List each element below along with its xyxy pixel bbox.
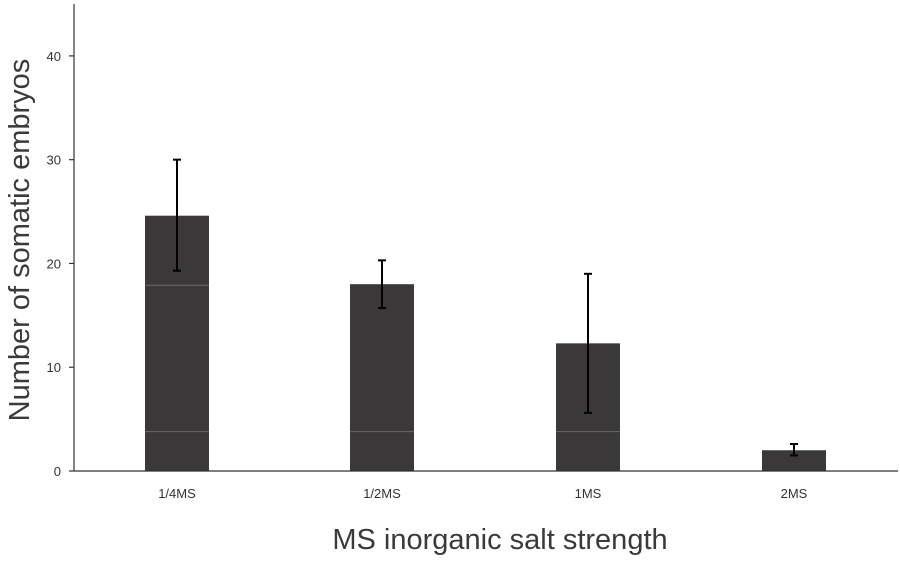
- y-tick-label: 10: [47, 360, 61, 375]
- y-axis-title: Number of somatic embryos: [4, 59, 36, 422]
- x-axis-ticks: 1/4MS 1/2MS 1MS 2MS: [158, 486, 807, 501]
- bar: [762, 450, 826, 471]
- x-tick-label: 1/2MS: [363, 486, 401, 501]
- x-tick-label: 1/4MS: [158, 486, 196, 501]
- x-axis-title: MS inorganic salt strength: [332, 524, 667, 556]
- y-tick-label: 30: [47, 153, 61, 168]
- bars: [145, 215, 826, 471]
- y-tick-label: 20: [47, 256, 61, 271]
- y-axis-ticks: 0 10 20 30 40: [47, 49, 74, 479]
- bar: [350, 284, 414, 471]
- y-tick-label: 40: [47, 49, 61, 64]
- x-tick-label: 2MS: [781, 486, 808, 501]
- y-tick-label: 0: [54, 464, 61, 479]
- x-tick-label: 1MS: [575, 486, 602, 501]
- error-bars: [173, 158, 798, 457]
